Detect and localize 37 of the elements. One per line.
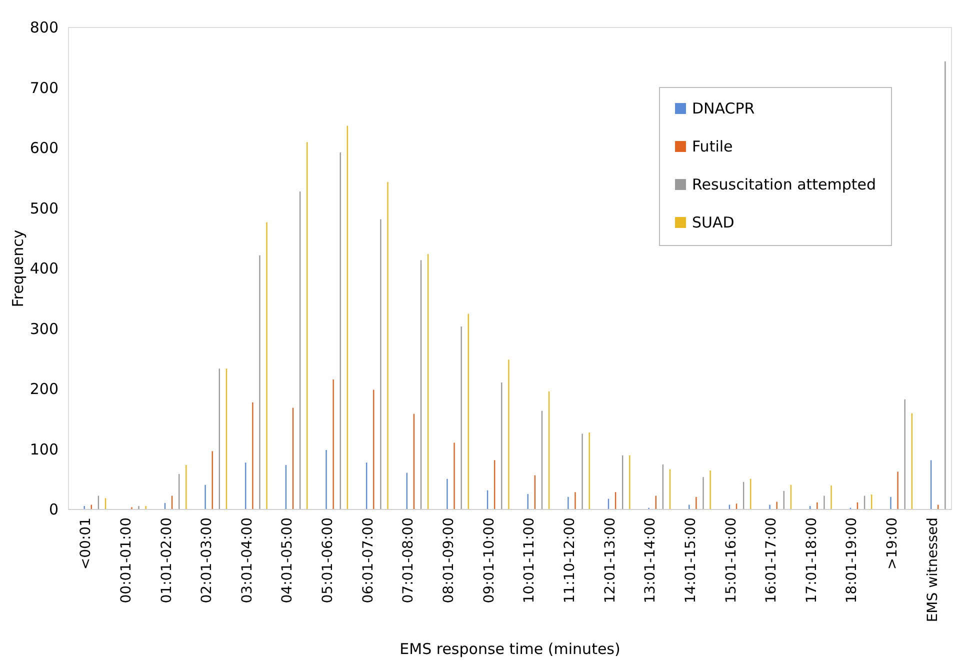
x-tick-label: 00:01-01:00: [118, 518, 134, 604]
x-tick-label: 07:01-08:00: [400, 518, 417, 604]
x-tick-label: 17:01-18:00: [804, 518, 820, 604]
y-tick-label: 600: [30, 139, 58, 157]
x-axis-title: EMS response time (minutes): [400, 640, 620, 658]
x-tick-label: 15:01-16:00: [723, 518, 740, 604]
x-tick-label: 09:01-10:00: [481, 518, 498, 604]
y-tick-label: 300: [30, 320, 58, 338]
x-tick-label: 10:01-11:00: [522, 518, 538, 604]
x-tick-label: 14:01-15:00: [682, 518, 699, 604]
x-tick-label: 03:01-04:00: [239, 518, 256, 604]
x-tick-label: EMS witnessed: [924, 518, 941, 622]
x-tick-label: >19:00: [884, 518, 901, 570]
legend-label: Resuscitation attempted: [692, 176, 876, 194]
x-tick-label: 08:01-09:00: [441, 518, 458, 604]
x-tick-label: 01:01-02:00: [158, 518, 175, 604]
y-tick-label: 700: [30, 78, 58, 97]
x-tick-label: 18:01-19:00: [844, 518, 860, 604]
y-tick-label: 100: [30, 440, 58, 458]
x-tick-label: 02:01-03:00: [199, 518, 216, 604]
x-tick-label: <00:01: [78, 518, 94, 570]
x-tick-label: 16:01-17:00: [764, 518, 780, 604]
y-tick-label: 0: [48, 500, 58, 518]
x-tick-label: 04:01-05:00: [280, 518, 296, 604]
x-tick-label: 06:01-07:00: [360, 518, 376, 604]
y-axis-title: Frequency: [8, 230, 27, 308]
x-tick-label: 12:01-13:00: [602, 518, 618, 604]
y-tick-label: 200: [30, 380, 58, 398]
y-tick-label: 500: [30, 199, 58, 218]
y-tick-label: 400: [30, 260, 58, 278]
x-tick-label: 05:01-06:00: [320, 518, 336, 604]
y-tick-label: 800: [30, 18, 58, 36]
x-tick-label: 13:01-14:00: [642, 518, 659, 604]
legend-label: DNACPR: [692, 100, 755, 118]
legend-label: Futile: [692, 138, 733, 156]
x-tick-label: 11:10-12:00: [562, 518, 578, 604]
legend-label: SUAD: [692, 214, 734, 232]
